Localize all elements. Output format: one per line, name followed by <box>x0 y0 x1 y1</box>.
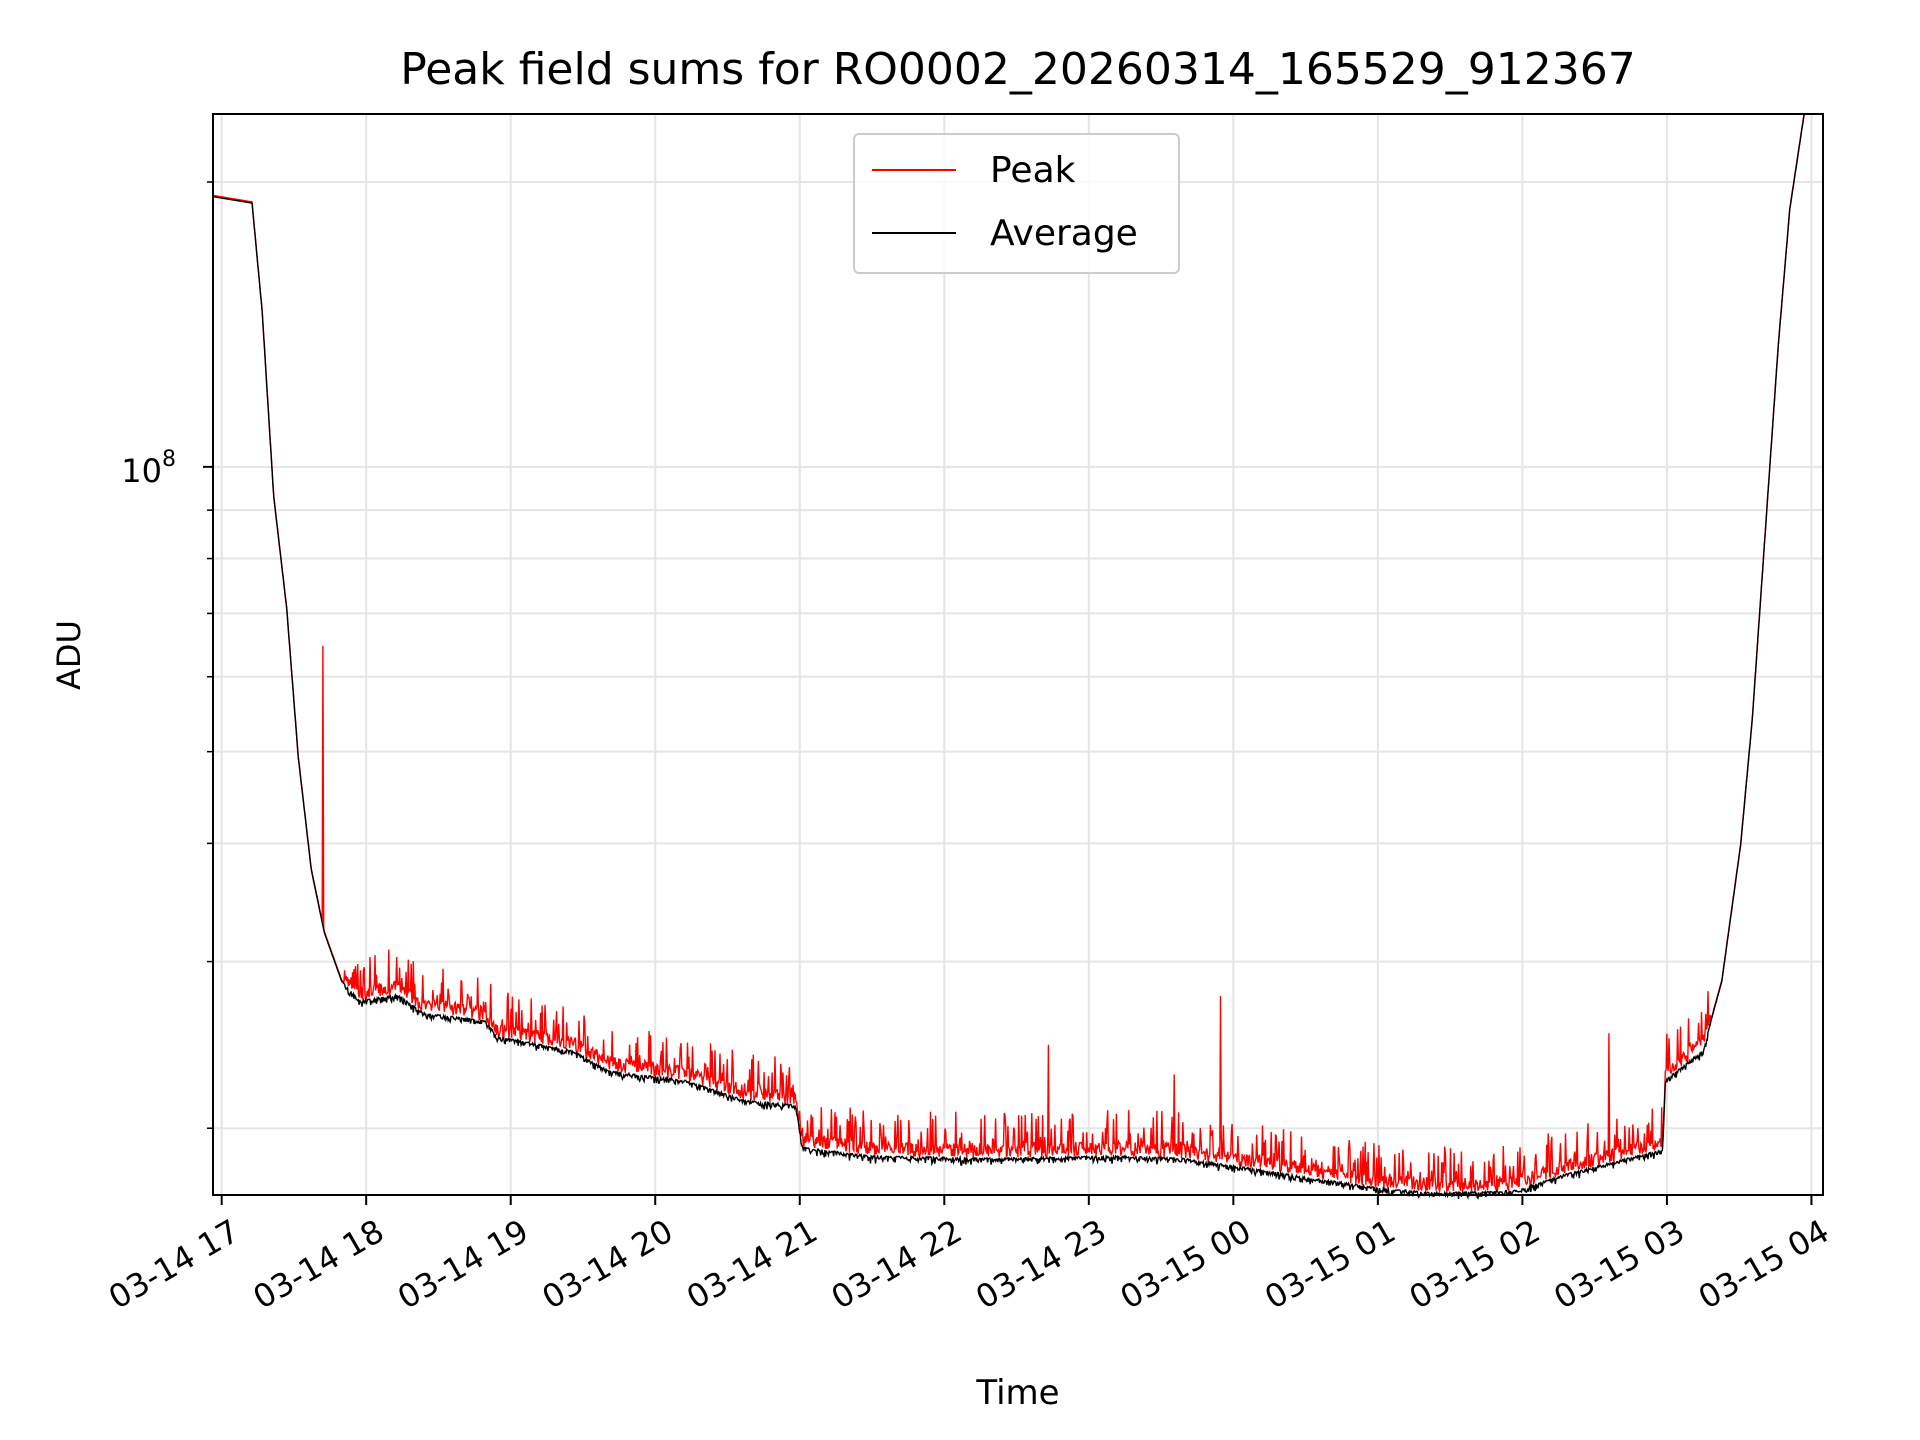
plot-frame <box>212 113 1824 1196</box>
legend-box <box>853 133 1180 274</box>
y-tick-exp: 8 <box>162 447 176 472</box>
svg-text:108: 108 <box>121 447 176 490</box>
series-layer <box>212 113 1805 1200</box>
x-axis-label: Time <box>975 1373 1059 1413</box>
peak-series-line <box>212 113 1805 1193</box>
y-axis-label: ADU <box>50 620 88 690</box>
average-series-line <box>212 113 1805 1200</box>
chart-title: Peak field sums for RO0002_20260314_1655… <box>400 44 1636 95</box>
y-tick-base: 10 <box>121 452 162 490</box>
y-major-tick-label: 108 <box>121 447 176 490</box>
legend-average-label: Average <box>990 213 1138 254</box>
legend-peak-label: Peak <box>990 150 1076 191</box>
legend: Peak Average <box>853 133 1180 274</box>
